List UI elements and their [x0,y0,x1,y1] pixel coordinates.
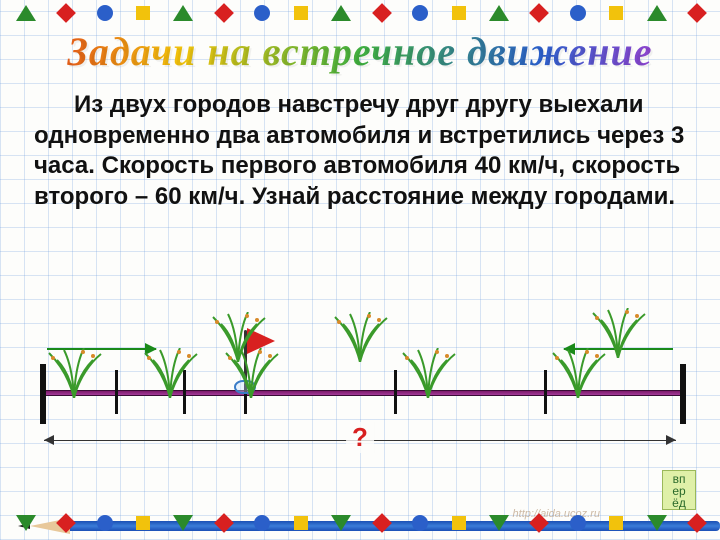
decor-diamond [56,513,76,533]
decor-tri [16,5,36,21]
decor-diamond [214,3,234,23]
decor-squar [136,6,150,20]
tick-mark [115,370,118,414]
decor-tri [647,515,667,531]
decor-diamond [214,513,234,533]
decor-squar [294,516,308,530]
decor-circ [254,515,270,531]
decor-squar [452,516,466,530]
decor-squar [609,516,623,530]
grass-icon [39,348,109,398]
decor-diamond [372,3,392,23]
slide: Задачи на встречное движение Из двух гор… [0,0,720,540]
grass-icon [135,348,205,398]
tick-mark [680,364,686,424]
decor-circ [254,5,270,21]
decor-squar [452,6,466,20]
decor-circ [412,515,428,531]
decor-tri [647,5,667,21]
decor-tri [16,515,36,531]
decor-squar [136,516,150,530]
decor-tri [173,5,193,21]
grass-icon [203,312,273,362]
diagram-number-line: ? [20,290,700,470]
decor-strip-top [0,0,720,26]
decor-tri [173,515,193,531]
grass-icon [583,308,653,358]
decor-diamond [530,3,550,23]
question-mark: ? [346,422,374,453]
decor-circ [412,5,428,21]
decor-circ [570,5,586,21]
decor-tri [331,5,351,21]
grass-icon [393,348,463,398]
decor-diamond [687,513,707,533]
decor-diamond [56,3,76,23]
next-button[interactable]: вперёд [662,470,696,510]
decor-circ [97,5,113,21]
decor-squar [609,6,623,20]
decor-strip-bottom [0,510,720,536]
decor-circ [97,515,113,531]
page-title: Задачи на встречное движение [0,28,720,75]
decor-diamond [530,513,550,533]
decor-diamond [687,3,707,23]
decor-circ [570,515,586,531]
decor-squar [294,6,308,20]
decor-tri [331,515,351,531]
problem-text: Из двух городов навстречу друг другу вые… [34,90,686,213]
decor-tri [489,515,509,531]
grass-icon [325,312,395,362]
decor-diamond [372,513,392,533]
decor-tri [489,5,509,21]
